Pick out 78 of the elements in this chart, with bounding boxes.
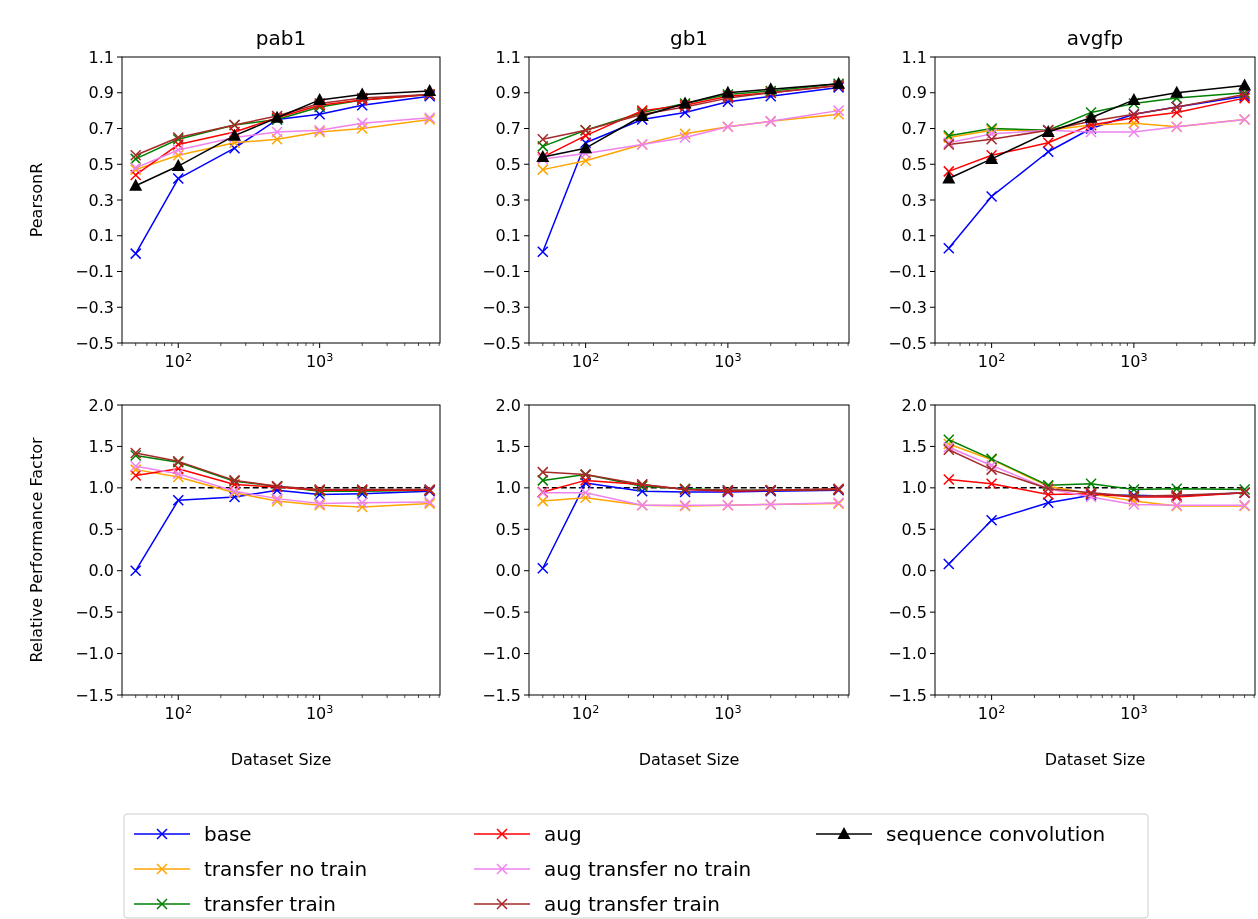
y-tick-label: −0.5: [75, 333, 114, 353]
chart-title: gb1: [669, 26, 709, 50]
y-tick-label: −0.5: [75, 602, 114, 622]
y-axis-title: PearsonR: [27, 162, 46, 238]
y-tick-label: 0.5: [495, 154, 521, 174]
y-tick-label: 0.9: [88, 83, 114, 103]
y-tick-label: −0.5: [482, 602, 521, 622]
y-tick-label: 1.0: [901, 478, 927, 498]
x-tick-label: 10$^{2}$: [164, 350, 192, 371]
y-tick-label: −1.0: [75, 644, 114, 664]
x-axis-title: Dataset Size: [638, 750, 740, 769]
x-tick-label: 10$^{2}$: [571, 702, 600, 723]
y-tick-label: 0.0: [495, 561, 521, 581]
y-tick-label: 1.5: [495, 437, 521, 457]
legend-label: transfer train: [204, 892, 336, 916]
y-tick-label: 0.1: [901, 226, 927, 246]
y-tick-label: −1.5: [482, 685, 521, 705]
y-tick-label: 0.1: [88, 226, 114, 246]
y-tick-label: 2.0: [495, 395, 521, 415]
y-tick-label: −0.3: [482, 297, 521, 317]
y-tick-label: −1.5: [888, 685, 927, 705]
y-tick-label: −1.0: [888, 644, 927, 664]
x-tick-label: 10$^{3}$: [1120, 350, 1148, 371]
x-tick-label: 10$^{2}$: [977, 702, 1006, 723]
y-tick-label: 0.7: [901, 119, 927, 139]
x-tick-label: 10$^{3}$: [714, 350, 742, 371]
legend-label: aug transfer no train: [544, 857, 752, 881]
y-tick-label: 1.0: [88, 478, 114, 498]
legend-label: sequence convolution: [886, 822, 1106, 846]
y-tick-label: 0.0: [901, 561, 927, 581]
y-tick-label: 0.3: [88, 190, 114, 210]
y-tick-label: 1.1: [88, 47, 114, 67]
x-tick-label: 10$^{2}$: [164, 702, 192, 723]
y-axis-title: Relative Performance Factor: [27, 437, 46, 663]
x-tick-label: 10$^{2}$: [977, 350, 1006, 371]
y-tick-label: −1.0: [482, 644, 521, 664]
y-tick-label: 0.5: [88, 519, 114, 539]
x-tick-label: 10$^{3}$: [714, 702, 742, 723]
y-tick-label: 0.5: [88, 154, 114, 174]
y-tick-label: −1.5: [75, 685, 114, 705]
x-axis-title: Dataset Size: [1044, 750, 1146, 769]
y-tick-label: 0.1: [495, 226, 521, 246]
y-tick-label: −0.3: [75, 297, 114, 317]
chart-title: pab1: [255, 26, 307, 50]
y-tick-label: −0.1: [75, 262, 114, 282]
y-tick-label: 0.9: [495, 83, 521, 103]
y-tick-label: −0.5: [482, 333, 521, 353]
y-tick-label: 0.0: [88, 561, 114, 581]
legend-label: base: [204, 822, 252, 846]
y-tick-label: 2.0: [88, 395, 114, 415]
x-tick-label: 10$^{2}$: [571, 350, 600, 371]
y-tick-label: −0.1: [888, 262, 927, 282]
y-tick-label: 0.3: [495, 190, 521, 210]
y-tick-label: −0.1: [482, 262, 521, 282]
y-tick-label: −0.5: [888, 333, 927, 353]
legend-label: transfer no train: [204, 857, 368, 881]
chart-title: avgfp: [1066, 26, 1124, 50]
legend-label: aug transfer train: [544, 892, 720, 916]
y-tick-label: 1.1: [495, 47, 521, 67]
y-tick-label: 1.5: [901, 437, 927, 457]
x-axis-title: Dataset Size: [230, 750, 332, 769]
y-tick-label: −0.3: [888, 297, 927, 317]
y-tick-label: 0.9: [901, 83, 927, 103]
y-tick-label: 0.5: [901, 519, 927, 539]
y-tick-label: 1.0: [495, 478, 521, 498]
y-tick-label: 0.7: [88, 119, 114, 139]
y-tick-label: 0.5: [901, 154, 927, 174]
x-tick-label: 10$^{3}$: [1120, 702, 1148, 723]
x-tick-label: 10$^{3}$: [305, 350, 334, 371]
y-tick-label: 0.5: [495, 519, 521, 539]
y-tick-label: 0.7: [495, 119, 521, 139]
y-tick-label: −0.5: [888, 602, 927, 622]
y-tick-label: 1.1: [901, 47, 927, 67]
legend-label: aug: [544, 822, 582, 846]
y-tick-label: 0.3: [901, 190, 927, 210]
y-tick-label: 1.5: [88, 437, 114, 457]
x-tick-label: 10$^{3}$: [305, 702, 334, 723]
y-tick-label: 2.0: [901, 395, 927, 415]
